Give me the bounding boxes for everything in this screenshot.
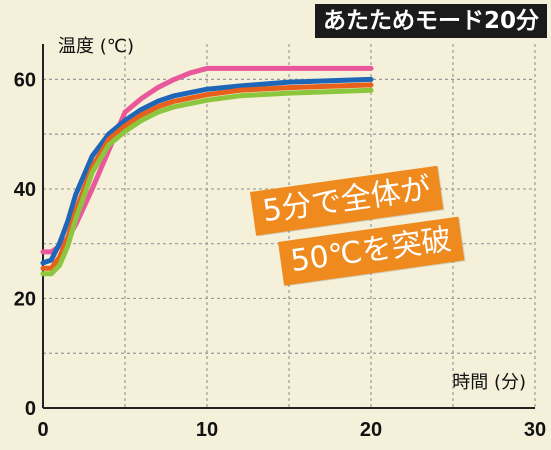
y-tick-label: 40 [14, 179, 36, 201]
series-line-2 [40, 76, 374, 266]
y-axis-label: 温度 (℃) [58, 36, 134, 57]
x-tick-label: 10 [196, 419, 218, 441]
series-line-4 [40, 87, 374, 277]
y-tick-label: 60 [14, 69, 36, 91]
x-axis-label: 時間 (分) [452, 372, 526, 393]
series-line-3 [40, 82, 374, 271]
x-tick-label: 0 [37, 419, 48, 441]
y-tick-label: 20 [14, 288, 36, 310]
y-tick-label: 0 [25, 398, 36, 420]
chart-title: あたためモード20分 [314, 4, 547, 38]
x-tick-label: 30 [524, 419, 546, 441]
x-tick-label: 20 [360, 419, 382, 441]
